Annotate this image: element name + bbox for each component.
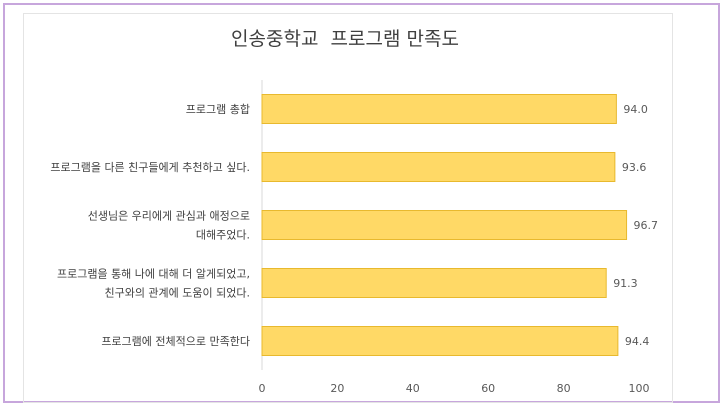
chart-title: 인송중학교 프로그램 만족도 xyxy=(231,28,459,50)
chart-area xyxy=(23,13,673,403)
bar-value-label: 96.7 xyxy=(634,219,659,232)
category-label: 대해주었다. xyxy=(196,228,250,242)
x-tick-label: 60 xyxy=(481,382,495,395)
bar xyxy=(261,94,617,124)
x-tick-label: 100 xyxy=(629,382,650,395)
x-tick-label: 80 xyxy=(557,382,571,395)
bar-value-label: 94.0 xyxy=(623,103,648,116)
bar xyxy=(261,268,607,298)
bar xyxy=(261,326,619,356)
bar-value-label: 91.3 xyxy=(613,277,638,290)
bar xyxy=(261,210,628,240)
x-tick-label: 20 xyxy=(330,382,344,395)
category-label: 친구와의 관계에 도움이 되었다. xyxy=(104,287,250,300)
x-tick-label: 0 xyxy=(259,382,266,395)
category-label: 프로그램을 통해 나에 대해 더 알게되었고, xyxy=(57,267,250,281)
bar xyxy=(261,152,616,182)
bar-value-label: 94.4 xyxy=(625,335,650,348)
x-tick-label: 40 xyxy=(406,382,420,395)
category-label: 프로그램에 전체적으로 만족한다 xyxy=(101,335,250,348)
bar-value-label: 93.6 xyxy=(622,161,647,174)
category-label: 선생님은 우리에게 관심과 애정으로 xyxy=(88,210,250,223)
category-label: 프로그램을 다른 친구들에게 추천하고 싶다. xyxy=(50,160,250,174)
category-label: 프로그램 총합 xyxy=(186,103,250,116)
